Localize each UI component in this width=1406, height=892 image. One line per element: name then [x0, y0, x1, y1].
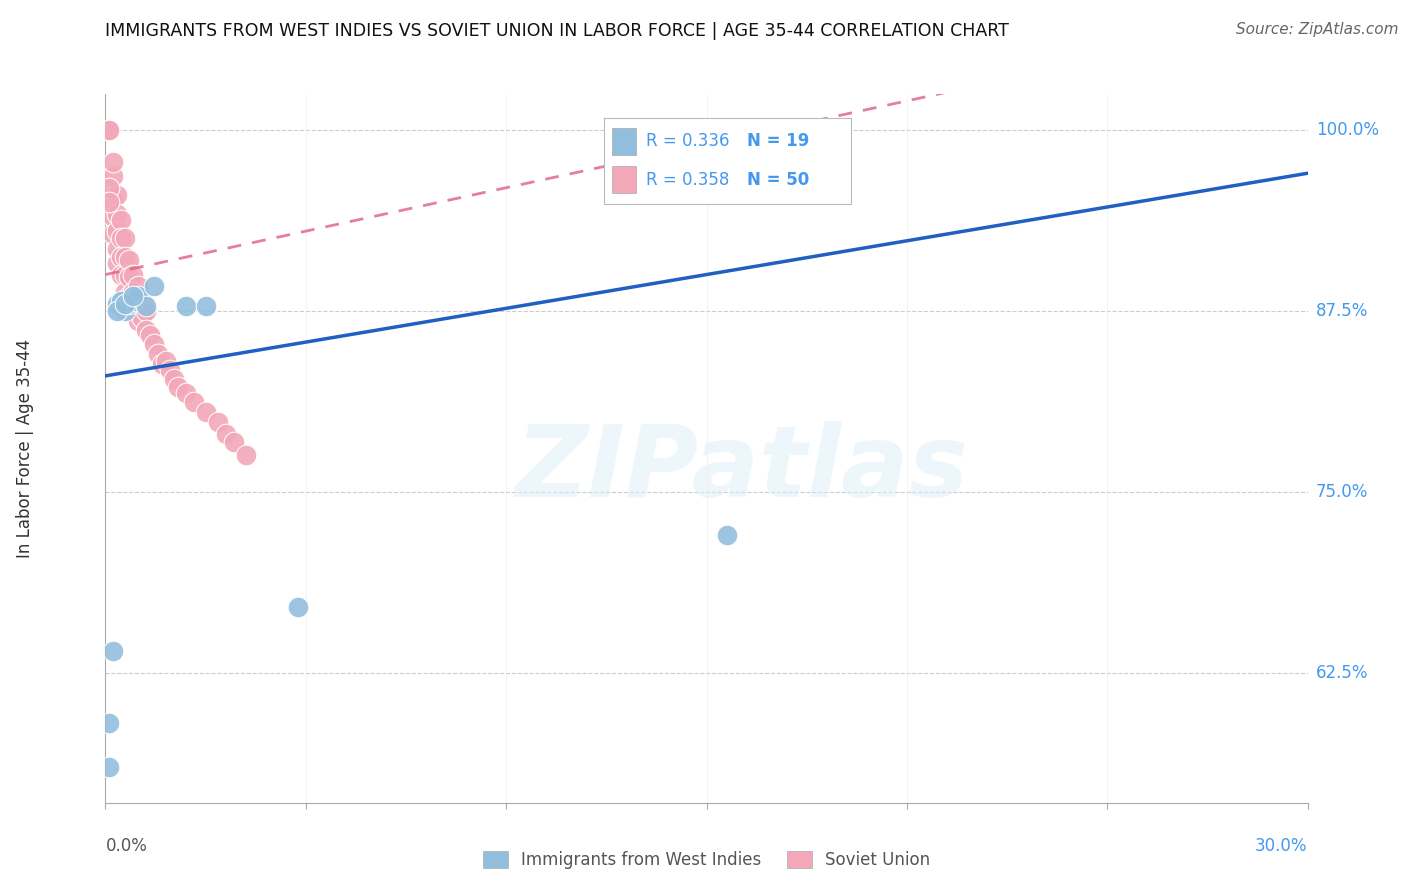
Point — [98, 123, 121, 137]
Point — [107, 207, 129, 221]
Point — [110, 212, 132, 227]
Point — [127, 279, 149, 293]
Point — [222, 435, 245, 450]
Point — [122, 268, 145, 282]
Text: In Labor Force | Age 35-44: In Labor Force | Age 35-44 — [17, 339, 34, 558]
Point — [135, 322, 157, 336]
Point — [107, 188, 129, 202]
Text: 0.0%: 0.0% — [105, 837, 148, 855]
Point — [122, 303, 145, 318]
Point — [98, 195, 121, 210]
Point — [131, 310, 153, 325]
Point — [118, 296, 141, 310]
Point — [118, 253, 141, 268]
Text: 87.5%: 87.5% — [1316, 301, 1368, 319]
Point — [287, 600, 309, 615]
Legend: Immigrants from West Indies, Soviet Union: Immigrants from West Indies, Soviet Unio… — [477, 845, 936, 876]
Point — [103, 210, 125, 224]
Point — [107, 296, 129, 310]
Text: 30.0%: 30.0% — [1256, 837, 1308, 855]
Text: IMMIGRANTS FROM WEST INDIES VS SOVIET UNION IN LABOR FORCE | AGE 35-44 CORRELATI: IMMIGRANTS FROM WEST INDIES VS SOVIET UN… — [105, 22, 1010, 40]
Text: 75.0%: 75.0% — [1316, 483, 1368, 500]
Point — [716, 528, 738, 542]
Text: 62.5%: 62.5% — [1316, 664, 1368, 681]
Text: 100.0%: 100.0% — [1316, 120, 1379, 139]
Point — [122, 293, 145, 308]
Point — [110, 268, 132, 282]
Point — [103, 192, 125, 206]
Point — [135, 303, 157, 318]
Point — [146, 347, 169, 361]
Point — [159, 363, 181, 377]
Text: Source: ZipAtlas.com: Source: ZipAtlas.com — [1236, 22, 1399, 37]
Point — [135, 299, 157, 313]
Point — [174, 299, 197, 313]
Point — [98, 716, 121, 731]
Point — [122, 285, 145, 299]
Point — [98, 123, 121, 137]
Point — [214, 426, 236, 441]
Point — [107, 242, 129, 256]
Point — [114, 231, 136, 245]
Point — [166, 380, 188, 394]
Point — [155, 354, 177, 368]
Point — [162, 372, 184, 386]
Point — [103, 154, 125, 169]
Point — [114, 285, 136, 299]
Point — [127, 314, 149, 328]
Point — [114, 303, 136, 318]
Point — [194, 299, 217, 313]
Point — [142, 337, 165, 351]
Point — [127, 296, 149, 310]
Point — [235, 449, 257, 463]
Text: ZIPatlas: ZIPatlas — [516, 421, 969, 518]
Point — [110, 231, 132, 245]
Point — [114, 250, 136, 264]
Point — [138, 328, 160, 343]
Point — [103, 169, 125, 183]
Point — [114, 296, 136, 310]
Point — [207, 415, 229, 429]
Point — [183, 395, 205, 409]
Point — [110, 250, 132, 264]
Point — [103, 227, 125, 241]
Point — [114, 268, 136, 282]
Point — [142, 279, 165, 293]
Point — [110, 293, 132, 308]
Point — [107, 224, 129, 238]
Point — [127, 289, 149, 303]
Point — [122, 289, 145, 303]
Point — [194, 405, 217, 419]
Point — [118, 289, 141, 303]
Point — [174, 386, 197, 401]
Point — [744, 180, 766, 194]
Point — [131, 293, 153, 308]
Point — [107, 256, 129, 270]
Point — [103, 644, 125, 658]
Point — [118, 270, 141, 285]
Point — [150, 357, 173, 371]
Point — [98, 180, 121, 194]
Point — [107, 303, 129, 318]
Point — [98, 759, 121, 773]
